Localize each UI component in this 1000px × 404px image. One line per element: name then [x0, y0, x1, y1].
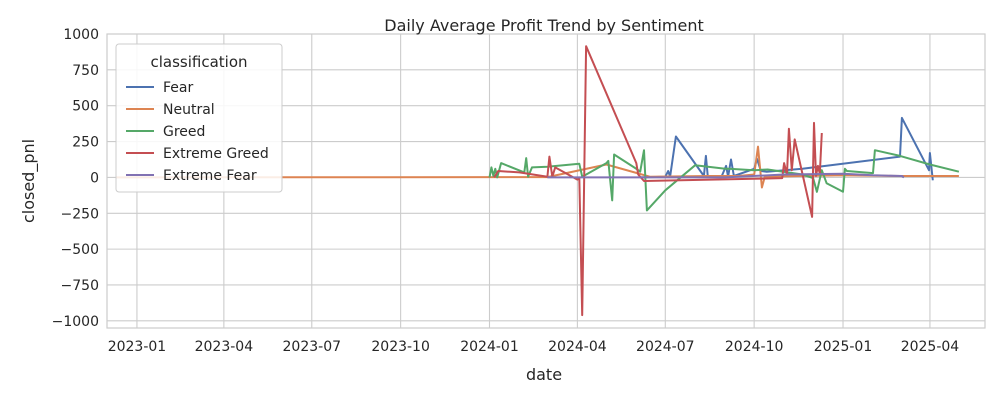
- series-line-extreme-fear: [547, 172, 905, 179]
- legend-label: Neutral: [163, 102, 215, 118]
- x-axis-label: date: [526, 365, 562, 384]
- x-tick-label: 2023-04: [195, 339, 254, 355]
- series-line-extreme-greed: [493, 45, 823, 317]
- chart-title: Daily Average Profit Trend by Sentiment: [384, 16, 703, 35]
- legend-label: Extreme Fear: [163, 168, 257, 184]
- legend: classification Fear Neutral Greed Extreme G…: [115, 43, 283, 193]
- x-tick-label: 2023-01: [108, 339, 167, 355]
- y-tick-label: −500: [61, 242, 99, 258]
- x-tick-label: 2023-10: [371, 339, 430, 355]
- y-tick-label: 500: [72, 99, 99, 115]
- x-tick-label: 2025-01: [814, 339, 873, 355]
- x-tick-label: 2023-07: [283, 339, 342, 355]
- x-tick-label: 2024-07: [636, 339, 695, 355]
- x-tick-label: 2024-01: [460, 339, 519, 355]
- x-tick-label: 2024-10: [725, 339, 784, 355]
- legend-label: Extreme Greed: [163, 146, 269, 162]
- y-tick-label: 250: [72, 135, 99, 151]
- legend-box: [115, 43, 283, 193]
- legend-title: classification: [150, 53, 247, 71]
- x-tick-label: 2025-04: [901, 339, 960, 355]
- series-lines: [115, 45, 960, 317]
- y-tick-label: −250: [61, 206, 99, 222]
- tick-labels: −1000 −750 −500 −250 0 250 500 750 1000 2023-01 20…: [52, 27, 960, 355]
- legend-label: Greed: [163, 124, 205, 140]
- y-tick-label: −1000: [52, 314, 99, 330]
- y-tick-label: 1000: [63, 27, 99, 43]
- legend-entries: Fear Neutral Greed Extreme Greed Extreme Fea…: [126, 80, 269, 184]
- x-tick-label: 2024-04: [548, 339, 607, 355]
- y-tick-label: 750: [72, 63, 99, 79]
- y-tick-label: −750: [61, 278, 99, 294]
- legend-label: Fear: [163, 80, 193, 96]
- y-tick-label: 0: [90, 170, 99, 186]
- plot-frame: [106, 33, 986, 329]
- series-line-fear: [640, 116, 934, 181]
- y-axis-label: closed_pnl: [19, 139, 39, 223]
